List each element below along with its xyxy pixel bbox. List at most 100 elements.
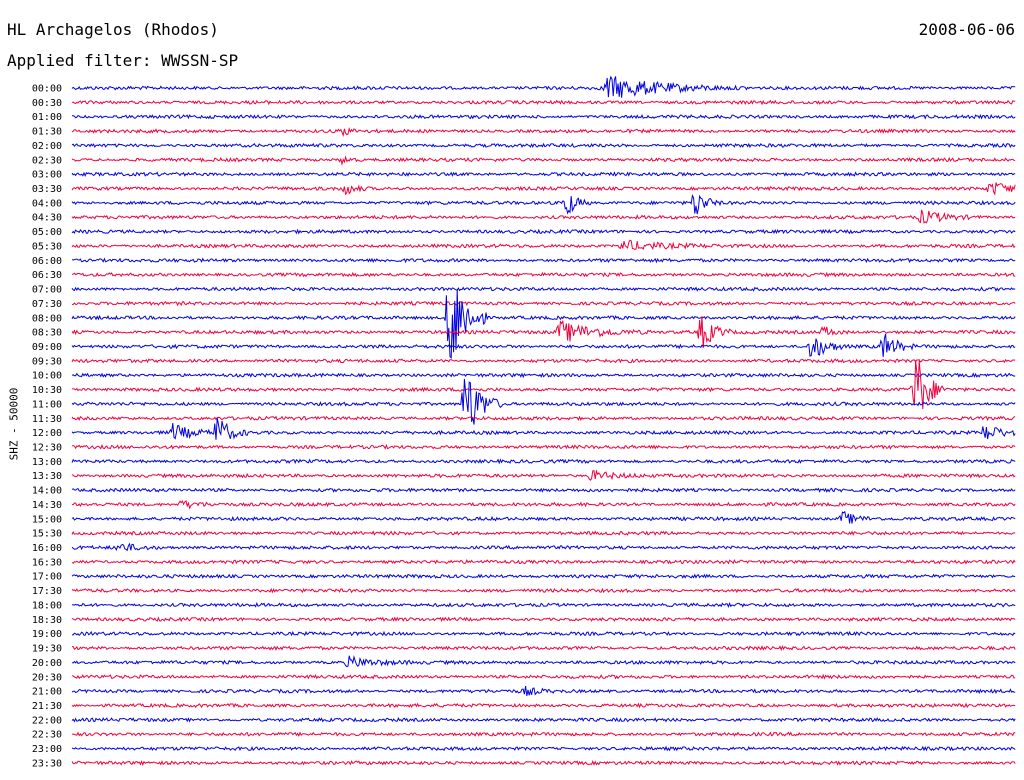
trace-line xyxy=(71,257,1016,264)
trace-line xyxy=(71,358,1016,364)
row-label: 22:30 xyxy=(32,730,62,741)
trace-line xyxy=(71,289,1016,359)
trace-line xyxy=(71,372,1016,379)
trace-line xyxy=(71,239,1016,251)
row-label: 13:00 xyxy=(32,457,62,468)
row-label: 10:30 xyxy=(32,385,62,396)
trace-line xyxy=(71,499,1016,510)
trace-line xyxy=(72,113,1016,120)
row-label: 05:00 xyxy=(32,227,62,238)
row-label: 16:00 xyxy=(32,543,62,554)
row-label: 18:30 xyxy=(32,615,62,626)
row-label: 12:30 xyxy=(32,443,62,454)
trace-line xyxy=(71,142,1016,149)
trace-line xyxy=(72,443,1016,450)
trace-line xyxy=(71,469,1016,481)
row-label: 06:30 xyxy=(32,270,62,281)
row-label: 00:00 xyxy=(32,84,62,95)
trace-line xyxy=(71,99,1016,106)
row-label: 03:30 xyxy=(32,184,62,195)
row-label: 09:00 xyxy=(32,342,62,353)
trace-line xyxy=(71,717,1016,723)
trace-line xyxy=(71,601,1016,609)
row-label: 17:00 xyxy=(32,572,62,583)
row-label: 04:30 xyxy=(32,213,62,224)
trace-line xyxy=(71,587,1016,594)
trace-line xyxy=(71,315,1016,349)
row-label: 14:00 xyxy=(32,486,62,497)
row-label: 08:30 xyxy=(32,328,62,339)
row-label: 11:30 xyxy=(32,414,62,425)
trace-line xyxy=(71,487,1016,493)
row-label: 18:00 xyxy=(32,600,62,611)
row-label: 01:30 xyxy=(32,127,62,138)
trace-line xyxy=(71,745,1016,752)
row-label: 19:30 xyxy=(32,644,62,655)
trace-line xyxy=(71,228,1016,235)
trace-line xyxy=(71,155,1016,166)
trace-line xyxy=(71,182,1016,196)
row-label: 09:30 xyxy=(32,356,62,367)
trace-line xyxy=(71,286,1016,292)
trace-line xyxy=(71,702,1016,709)
trace-line xyxy=(71,616,1016,623)
trace-line xyxy=(71,300,1016,307)
row-label: 21:30 xyxy=(32,701,62,712)
row-label: 03:00 xyxy=(32,170,62,181)
station-title: HL Archagelos (Rhodos) xyxy=(7,20,219,39)
row-label: 04:00 xyxy=(32,198,62,209)
trace-line xyxy=(71,760,1016,766)
row-label: 15:30 xyxy=(32,529,62,540)
trace-line xyxy=(72,645,1016,652)
row-label: 17:30 xyxy=(32,586,62,597)
trace-line xyxy=(71,510,1016,524)
record-date: 2008-06-06 xyxy=(918,20,1015,39)
row-label: 11:00 xyxy=(32,399,62,410)
row-label: 07:00 xyxy=(32,285,62,296)
trace-line xyxy=(71,75,1016,98)
row-label: 19:00 xyxy=(32,629,62,640)
trace-line xyxy=(71,171,1016,177)
trace-line xyxy=(71,630,1016,637)
row-label: 01:00 xyxy=(32,112,62,123)
trace-line xyxy=(71,209,1016,224)
row-label: 00:30 xyxy=(32,98,62,109)
row-label: 21:00 xyxy=(32,687,62,698)
trace-line xyxy=(71,731,1016,737)
row-label: 14:30 xyxy=(32,500,62,511)
trace-line xyxy=(71,573,1016,579)
filter-label: Applied filter: WWSSN-SP xyxy=(7,51,239,70)
row-label: 20:00 xyxy=(32,658,62,669)
trace-line xyxy=(71,673,1016,680)
trace-line xyxy=(71,530,1016,537)
trace-line xyxy=(71,333,1016,357)
trace-line xyxy=(71,458,1016,465)
trace-line xyxy=(71,655,1016,668)
row-label: 12:00 xyxy=(32,428,62,439)
trace-line xyxy=(71,126,1016,138)
row-label: 20:30 xyxy=(32,672,62,683)
row-label: 10:00 xyxy=(32,371,62,382)
row-label: 23:30 xyxy=(32,758,62,769)
trace-line xyxy=(71,415,1016,422)
trace-line xyxy=(71,542,1016,552)
trace-line xyxy=(71,685,1016,697)
trace-line xyxy=(71,360,1016,410)
trace-line xyxy=(71,194,1016,215)
row-label: 02:00 xyxy=(32,141,62,152)
row-label: 13:30 xyxy=(32,471,62,482)
row-label: 07:30 xyxy=(32,299,62,310)
row-label: 06:00 xyxy=(32,256,62,267)
row-label: 02:30 xyxy=(32,155,62,166)
row-label: 23:00 xyxy=(32,744,62,755)
row-label: 15:00 xyxy=(32,514,62,525)
trace-line xyxy=(71,271,1016,278)
trace-line xyxy=(71,417,1016,440)
trace-line xyxy=(71,558,1016,565)
trace-line xyxy=(71,378,1016,425)
row-label: 05:30 xyxy=(32,241,62,252)
row-label: 08:00 xyxy=(32,313,62,324)
row-label: 22:00 xyxy=(32,715,62,726)
row-label: 16:30 xyxy=(32,557,62,568)
